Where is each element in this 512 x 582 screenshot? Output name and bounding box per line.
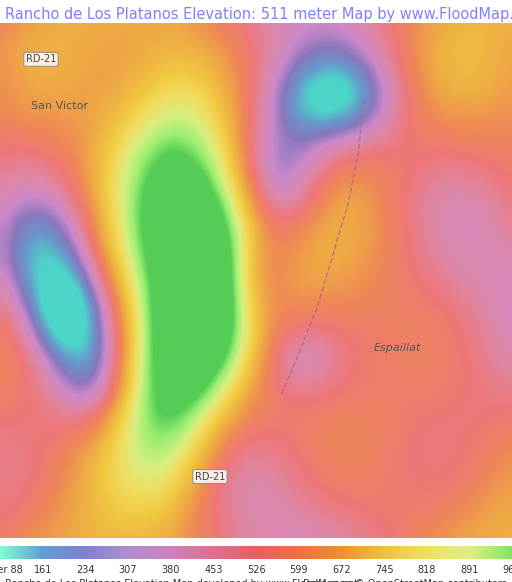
Text: 745: 745 [375, 565, 393, 575]
Text: 453: 453 [204, 565, 223, 575]
Text: RD-21: RD-21 [26, 54, 56, 65]
Text: Espaillat: Espaillat [374, 343, 421, 353]
Text: 526: 526 [247, 565, 265, 575]
Text: San Victor: San Victor [31, 101, 88, 111]
Text: 234: 234 [76, 565, 95, 575]
Text: Rancho de Los Platanos Elevation Map developed by www.FloodMap.net: Rancho de Los Platanos Elevation Map dev… [5, 579, 358, 582]
Text: meter 88: meter 88 [0, 565, 23, 575]
Text: 307: 307 [119, 565, 137, 575]
Text: 380: 380 [161, 565, 180, 575]
Text: 672: 672 [332, 565, 351, 575]
Text: Rancho de Los Platanos Elevation: 511 meter Map by www.FloodMap.net (beta: Rancho de Los Platanos Elevation: 511 me… [5, 7, 512, 22]
Text: 161: 161 [33, 565, 52, 575]
Text: RD-21: RD-21 [195, 471, 225, 481]
Text: 891: 891 [460, 565, 479, 575]
Text: 818: 818 [417, 565, 436, 575]
Text: 965: 965 [503, 565, 512, 575]
Text: Base map © OpenStreetMap contributors: Base map © OpenStreetMap contributors [303, 579, 507, 582]
Text: 599: 599 [289, 565, 308, 575]
